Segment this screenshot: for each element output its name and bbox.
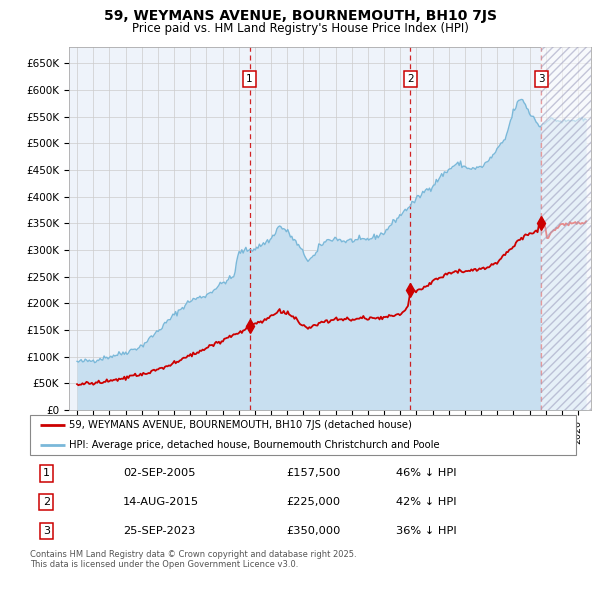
Text: 46% ↓ HPI: 46% ↓ HPI: [396, 468, 457, 478]
Text: 42% ↓ HPI: 42% ↓ HPI: [396, 497, 457, 507]
Text: 3: 3: [43, 526, 50, 536]
Text: 2: 2: [43, 497, 50, 507]
Text: 25-SEP-2023: 25-SEP-2023: [123, 526, 195, 536]
Text: 36% ↓ HPI: 36% ↓ HPI: [396, 526, 457, 536]
Bar: [541, 47, 599, 410]
Text: 14-AUG-2015: 14-AUG-2015: [123, 497, 199, 507]
Text: £225,000: £225,000: [287, 497, 341, 507]
Text: Price paid vs. HM Land Registry's House Price Index (HPI): Price paid vs. HM Land Registry's House …: [131, 22, 469, 35]
FancyBboxPatch shape: [30, 415, 576, 455]
Text: 02-SEP-2005: 02-SEP-2005: [123, 468, 196, 478]
Text: 3: 3: [538, 74, 545, 84]
Text: 1: 1: [43, 468, 50, 478]
Text: 1: 1: [246, 74, 253, 84]
Text: HPI: Average price, detached house, Bournemouth Christchurch and Poole: HPI: Average price, detached house, Bour…: [70, 441, 440, 450]
Text: £157,500: £157,500: [287, 468, 341, 478]
Text: Contains HM Land Registry data © Crown copyright and database right 2025.
This d: Contains HM Land Registry data © Crown c…: [30, 550, 356, 569]
Text: 59, WEYMANS AVENUE, BOURNEMOUTH, BH10 7JS: 59, WEYMANS AVENUE, BOURNEMOUTH, BH10 7J…: [104, 9, 497, 23]
Text: 59, WEYMANS AVENUE, BOURNEMOUTH, BH10 7JS (detached house): 59, WEYMANS AVENUE, BOURNEMOUTH, BH10 7J…: [70, 421, 412, 430]
Text: £350,000: £350,000: [287, 526, 341, 536]
Text: 2: 2: [407, 74, 413, 84]
